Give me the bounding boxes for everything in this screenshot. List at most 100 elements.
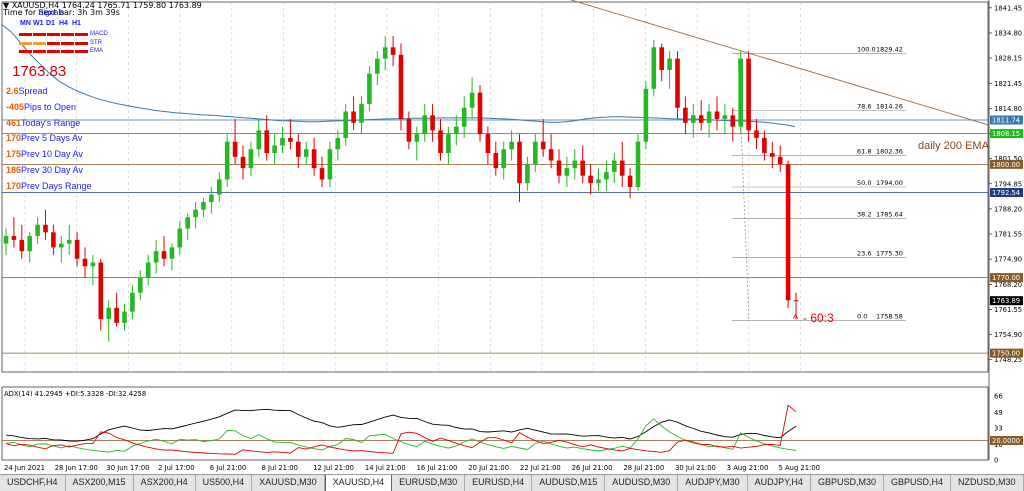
- symbol-tab[interactable]: US500,H4: [196, 475, 253, 491]
- signal-dash: [61, 33, 74, 36]
- signal-dash: [19, 42, 32, 45]
- symbol-tab[interactable]: XAUUSD,H4: [325, 475, 393, 491]
- adx-tick-label: 33: [994, 424, 1003, 432]
- stat-row: 170Prev Days Range: [6, 181, 92, 191]
- candle-body: [636, 142, 641, 187]
- level-price-label: 1800.00: [992, 161, 1020, 169]
- candle-body: [407, 119, 412, 142]
- timeframe-label: W1: [33, 20, 44, 27]
- fib-price-label: 1758.58: [876, 313, 903, 321]
- stat-label: Prev 30 Day Av: [21, 165, 83, 175]
- signal-dash: [33, 50, 46, 53]
- fib-price-label: 1775.30: [876, 250, 903, 258]
- level-price-label: 1808.15: [992, 130, 1020, 138]
- candle-body: [486, 134, 491, 153]
- candle-body: [383, 47, 388, 58]
- candle-body: [328, 149, 333, 179]
- candle-body: [525, 164, 530, 183]
- stat-label: Prev 5 Days Av: [21, 133, 82, 143]
- symbol-tab[interactable]: EURUSD,M30: [392, 475, 465, 491]
- candle-body: [178, 229, 183, 248]
- stat-row: 175Prev 10 Day Av: [6, 149, 83, 159]
- stat-row: 186Prev 30 Day Av: [6, 165, 83, 175]
- candle-body: [249, 149, 254, 168]
- stat-label: Pips to Open: [24, 102, 76, 112]
- symbol-tab[interactable]: GBPUSD,H4: [884, 475, 951, 491]
- x-tick-label: 20 Jul 21:00: [468, 464, 509, 472]
- symbol-tab[interactable]: AUDUSD,M15: [532, 475, 605, 491]
- candle-body: [754, 130, 759, 138]
- candle-body: [122, 312, 127, 323]
- candle-body: [209, 195, 214, 203]
- candle-body: [114, 308, 119, 323]
- symbol-tab[interactable]: XAUUSD,M30: [252, 475, 325, 491]
- symbol-tab[interactable]: GBPUSD,M30: [811, 475, 884, 491]
- signal-dash: [61, 50, 74, 53]
- x-tick-label: 8 Jul 21:00: [262, 464, 298, 472]
- candle-body: [320, 168, 325, 179]
- symbol-tab[interactable]: EURUSD,H4: [465, 475, 532, 491]
- y-tick-label: 1814.80: [994, 105, 1022, 113]
- x-tick-label: 30 Jul 21:00: [675, 464, 716, 472]
- symbol-tab[interactable]: AUDJPY,H4: [748, 475, 811, 491]
- adx-level-label: 20.0000: [992, 437, 1020, 445]
- candle-body: [770, 153, 775, 157]
- candle-body: [359, 104, 364, 123]
- timeframe-label: H1: [72, 20, 81, 27]
- candle-body: [675, 59, 680, 108]
- candle-body: [683, 108, 688, 123]
- x-tick-label: 28 Jul 21:00: [623, 464, 664, 472]
- symbol-tab[interactable]: NZDUSD,M30: [951, 475, 1024, 491]
- candle-body: [478, 93, 483, 135]
- fib-level-label: 50.0: [857, 179, 871, 187]
- fib-price-label: 1802.36: [876, 147, 903, 155]
- symbol-tab[interactable]: AUDUSD,M30: [605, 475, 678, 491]
- x-tick-label: 26 Jul 21:00: [572, 464, 613, 472]
- candle-body: [731, 115, 736, 126]
- candle-body: [438, 130, 443, 153]
- symbol-tab[interactable]: USDCHF,H4: [0, 475, 66, 491]
- x-tick-label: 2 Jul 17:00: [158, 464, 194, 472]
- candle-body: [193, 210, 198, 218]
- level-price-label: 1811.74: [992, 117, 1020, 125]
- stat-row: 2.6Spread: [6, 86, 48, 96]
- candle-body: [233, 142, 238, 157]
- candle-body: [75, 240, 80, 259]
- signal-dash: [19, 33, 32, 36]
- candle-body: [351, 111, 356, 122]
- x-tick-label: 12 Jul 21:00: [313, 464, 354, 472]
- stat-label: Prev Days Range: [21, 181, 92, 191]
- candle-body: [154, 251, 159, 262]
- stat-row: 461Today's Range: [6, 118, 80, 128]
- symbol-tab[interactable]: AUDJPY,M30: [678, 475, 747, 491]
- y-tick-label: 1794.85: [994, 180, 1022, 188]
- candle-body: [778, 157, 783, 165]
- fib-level-label: 38.2: [857, 211, 871, 219]
- candle-body: [146, 263, 151, 278]
- timeframe-label: D1: [46, 20, 55, 27]
- candle-body: [162, 251, 167, 259]
- candle-body: [573, 161, 578, 169]
- stat-value: 170: [6, 133, 21, 143]
- candle-body: [391, 47, 396, 55]
- symbol-tab[interactable]: ASX200,H4: [134, 475, 196, 491]
- candle-body: [201, 202, 206, 210]
- candle-body: [367, 74, 372, 104]
- candle-body: [43, 225, 48, 233]
- candle-body: [91, 263, 96, 267]
- candle-body: [667, 59, 672, 70]
- candle-body: [588, 176, 593, 184]
- candle-body: [12, 236, 17, 240]
- candle-body: [59, 244, 64, 248]
- candle-body: [691, 115, 696, 123]
- candle-body: [620, 161, 625, 176]
- current-price-label: 1763.89: [992, 297, 1020, 305]
- y-tick-label: 1841.45: [994, 4, 1022, 12]
- symbol-tab[interactable]: ASX200,M15: [66, 475, 134, 491]
- signal-dash: [47, 50, 60, 53]
- candle-body: [264, 130, 269, 153]
- stat-row: -405Pips to Open: [6, 102, 76, 112]
- stat-label: Prev 10 Day Av: [21, 149, 83, 159]
- candle-body: [343, 111, 348, 137]
